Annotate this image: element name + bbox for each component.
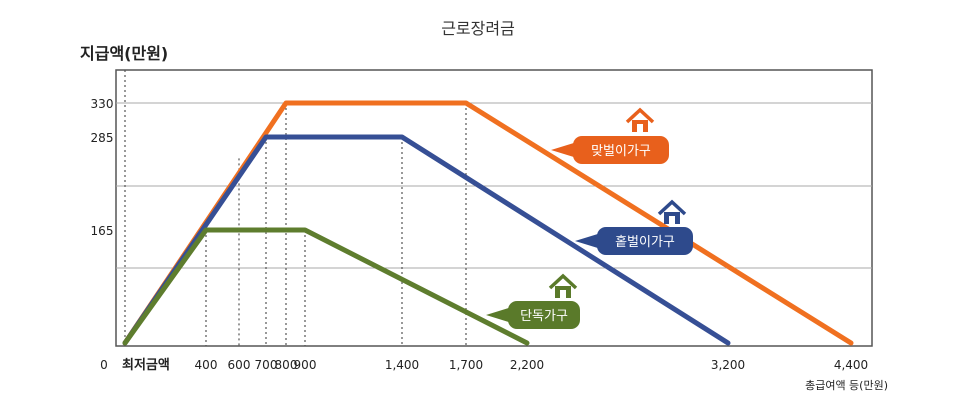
series-label-box bbox=[597, 227, 693, 255]
series-label-box bbox=[573, 136, 669, 164]
house-icon-door bbox=[669, 216, 675, 224]
x-tick-label: 700 bbox=[255, 358, 278, 372]
series-line bbox=[122, 100, 854, 346]
plot-frame bbox=[115, 69, 873, 347]
house-icon bbox=[548, 273, 578, 290]
house-icon bbox=[657, 199, 687, 216]
x-axis-label: 총급여액 등(만원) bbox=[805, 379, 888, 392]
x-tick-label: 4,400 bbox=[834, 358, 868, 372]
min-wage-label: 최저금액 bbox=[122, 358, 170, 373]
house-icon-door bbox=[560, 290, 566, 298]
house-icon-door bbox=[637, 124, 643, 132]
series-label: 홑벌이가구 bbox=[615, 235, 675, 250]
y-tick-label: 285 bbox=[91, 131, 114, 145]
x-tick-label: 2,200 bbox=[510, 358, 544, 372]
x-tick-label: 600 bbox=[228, 358, 251, 372]
house-icon bbox=[625, 107, 655, 124]
label-pointer bbox=[551, 142, 577, 158]
x-tick-label: 3,200 bbox=[711, 358, 745, 372]
chart-title: 근로장려금 bbox=[441, 19, 515, 38]
series-label: 단독가구 bbox=[520, 309, 568, 324]
origin-label: 0 bbox=[100, 358, 108, 372]
y-tick-label: 330 bbox=[91, 97, 114, 111]
label-pointer bbox=[486, 307, 512, 323]
series-line bbox=[122, 134, 731, 346]
x-tick-label: 900 bbox=[294, 358, 317, 372]
x-tick-label: 1,400 bbox=[385, 358, 419, 372]
series-line bbox=[122, 227, 530, 346]
y-axis-label: 지급액(만원) bbox=[80, 44, 168, 63]
label-pointer bbox=[575, 233, 601, 249]
x-tick-label: 800 bbox=[275, 358, 298, 372]
series-lines bbox=[122, 100, 854, 346]
grid-lines bbox=[116, 102, 872, 269]
y-tick-label: 165 bbox=[91, 224, 114, 238]
guide-lines bbox=[124, 70, 467, 346]
x-tick-label: 400 bbox=[195, 358, 218, 372]
x-tick-label: 1,700 bbox=[449, 358, 483, 372]
series-label: 맞벌이가구 bbox=[591, 144, 651, 159]
series-label-box bbox=[508, 301, 580, 329]
